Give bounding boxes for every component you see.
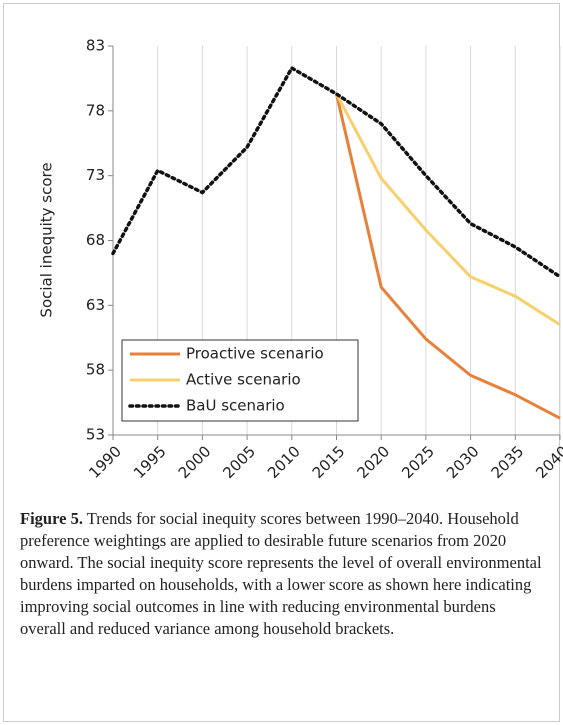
x-tick-label: 1990 (85, 442, 125, 482)
x-tick-label: 2010 (264, 442, 304, 482)
y-tick-label: 73 (86, 166, 105, 184)
y-tick-label: 63 (86, 296, 105, 314)
y-tick-label: 78 (86, 101, 105, 119)
line-series (335, 93, 561, 327)
x-tick-label: 2005 (219, 442, 259, 482)
legend-label: Active scenario (186, 371, 301, 389)
x-tick-label: 2000 (175, 442, 215, 482)
x-tick-label: 2040 (532, 442, 563, 482)
x-tick-label: 2020 (353, 442, 393, 482)
caption-label: Figure 5. (20, 509, 83, 528)
x-tick-label: 2015 (309, 442, 349, 482)
y-tick-label: 68 (86, 231, 105, 249)
legend-label: BaU scenario (186, 397, 285, 415)
line-series (111, 65, 562, 279)
x-tick-label: 2025 (398, 442, 438, 482)
x-tick-label: 2030 (443, 442, 483, 482)
caption: Figure 5. Trends for social inequity sco… (20, 508, 545, 640)
x-tick-label: 2035 (488, 442, 528, 482)
chart: Social inequity score 1990 1995 2000 2005 20… (38, 37, 563, 483)
y-tick-label: 53 (86, 426, 105, 444)
y-tick-label: 83 (86, 37, 105, 55)
line-series (335, 93, 561, 420)
x-tick-label: 1995 (130, 442, 170, 482)
legend-label: Proactive scenario (186, 345, 324, 363)
caption-text: Trends for social inequity scores betwee… (20, 509, 542, 638)
y-tick-label: 58 (86, 361, 105, 379)
y-axis-title: Social inequity score (38, 162, 56, 317)
